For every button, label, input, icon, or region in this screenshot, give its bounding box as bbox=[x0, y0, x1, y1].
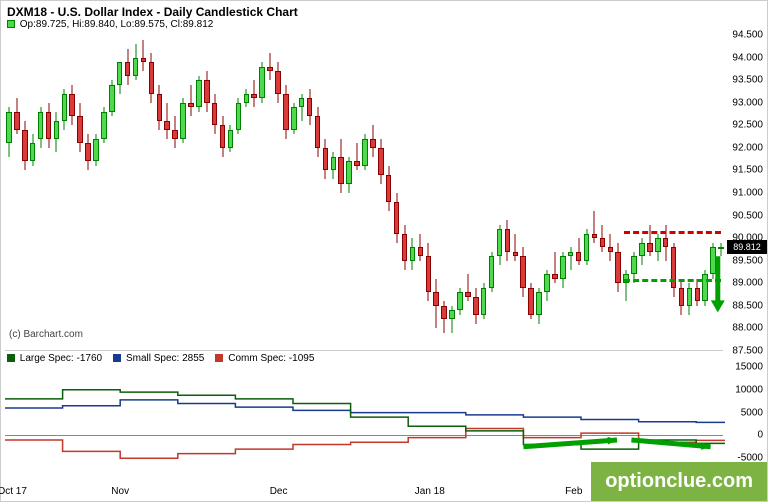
price-tick: 89.000 bbox=[732, 278, 763, 289]
current-price-label: 89.812 bbox=[727, 240, 767, 254]
price-tick: 92.500 bbox=[732, 120, 763, 131]
price-tick: 92.000 bbox=[732, 142, 763, 153]
cot-tick: 0 bbox=[757, 430, 763, 441]
cot-legend: Large Spec: -1760 Small Spec: 2855 Comm … bbox=[7, 353, 314, 364]
x-tick: Jan 18 bbox=[415, 486, 445, 497]
price-tick: 91.000 bbox=[732, 188, 763, 199]
watermark-text: optionclue.com bbox=[605, 470, 753, 492]
price-tick: 88.500 bbox=[732, 300, 763, 311]
price-tick: 89.500 bbox=[732, 255, 763, 266]
price-tick: 91.500 bbox=[732, 165, 763, 176]
cot-tick: 10000 bbox=[735, 384, 763, 395]
x-tick: Nov bbox=[111, 486, 129, 497]
x-tick: Oct 17 bbox=[0, 486, 27, 497]
small-spec-label: Small Spec: 2855 bbox=[126, 353, 204, 364]
price-y-axis: 87.50088.00088.50089.00089.50090.00090.5… bbox=[723, 5, 767, 351]
copyright-text: (c) Barchart.com bbox=[9, 329, 83, 340]
price-panel[interactable] bbox=[5, 5, 723, 351]
x-tick: Feb bbox=[565, 486, 582, 497]
large-spec-swatch bbox=[7, 354, 15, 362]
large-spec-label: Large Spec: -1760 bbox=[20, 353, 102, 364]
comm-spec-swatch bbox=[215, 354, 223, 362]
price-tick: 88.000 bbox=[732, 323, 763, 334]
watermark: optionclue.com bbox=[591, 462, 767, 501]
comm-spec-label: Comm Spec: -1095 bbox=[228, 353, 314, 364]
cot-tick: 15000 bbox=[735, 362, 763, 373]
cot-tick: 5000 bbox=[741, 407, 763, 418]
price-tick: 94.500 bbox=[732, 30, 763, 41]
price-tick: 93.000 bbox=[732, 97, 763, 108]
price-tick: 94.000 bbox=[732, 52, 763, 63]
small-spec-swatch bbox=[113, 354, 121, 362]
x-tick: Dec bbox=[270, 486, 288, 497]
price-tick: 93.500 bbox=[732, 75, 763, 86]
price-tick: 90.500 bbox=[732, 210, 763, 221]
down-arrow-icon bbox=[5, 5, 725, 351]
price-tick: 87.500 bbox=[732, 346, 763, 357]
chart-container: DXM18 - U.S. Dollar Index - Daily Candle… bbox=[0, 0, 768, 502]
